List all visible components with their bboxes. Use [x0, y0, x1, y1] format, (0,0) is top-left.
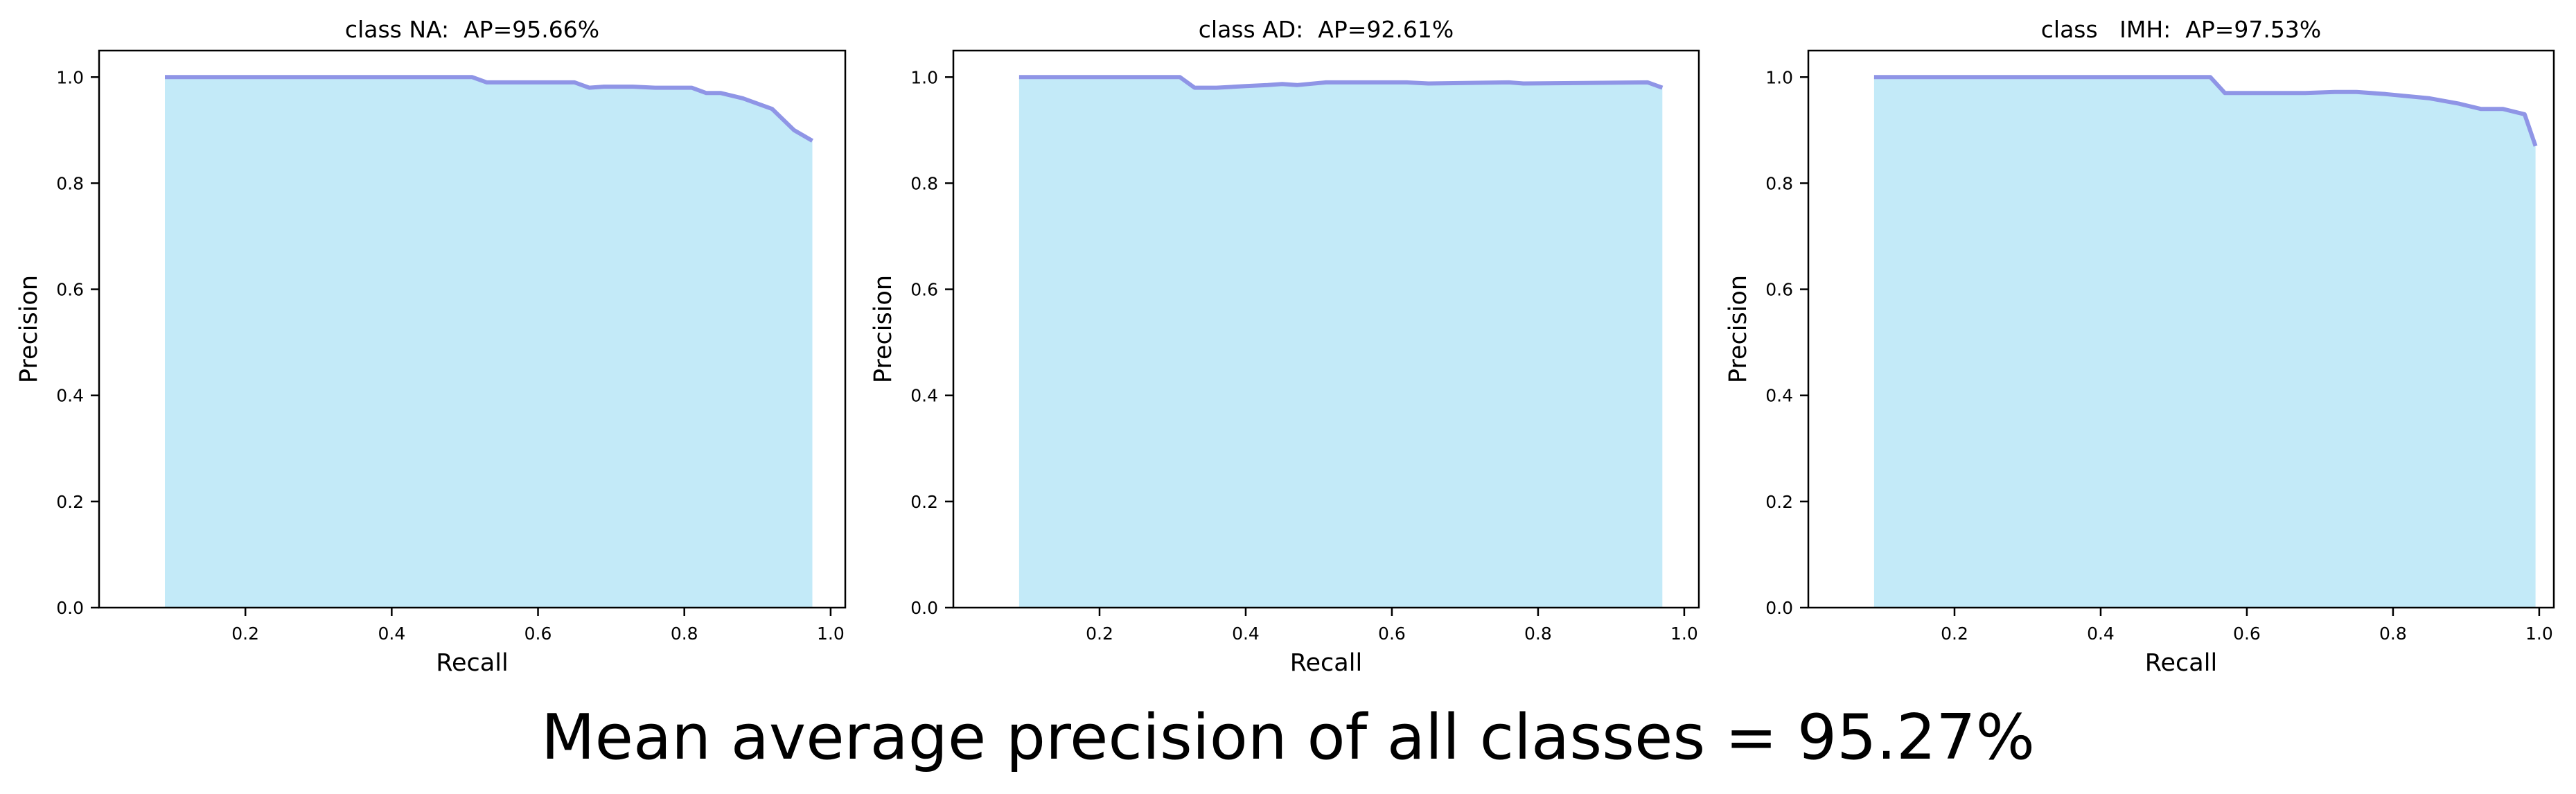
axes-frame-na [98, 49, 847, 609]
x-tick-label: 0.2 [231, 624, 259, 644]
x-tick-label: 0.2 [1086, 624, 1113, 644]
x-tick-label: 1.0 [1670, 624, 1698, 644]
y-axis-label-ad: Precision [870, 275, 897, 383]
x-tick-label: 0.8 [1524, 624, 1552, 644]
chart-panel-na: 0.2 0.4 0.6 0.8 1.0 0.0 0.2 0.4 0.6 0.8 1.0 class… [15, 16, 847, 677]
chart-panel-ad: 0.2 0.4 0.6 0.8 1.0 0.0 0.2 0.4 0.6 0.8 1.0 class… [870, 16, 1700, 677]
y-tick-label: 1.0 [56, 67, 84, 87]
x-tick-label: 0.8 [671, 624, 698, 644]
x-axis-label-imh: Recall [2145, 649, 2217, 677]
y-tick-label: 1.0 [910, 67, 938, 87]
y-tick-label: 0.6 [1765, 280, 1793, 300]
x-tick-label: 0.2 [1941, 624, 1968, 644]
y-tick-label: 0.4 [56, 386, 84, 406]
chart-title-na: class NA: AP=95.66% [345, 16, 599, 43]
x-tick-label: 0.4 [2087, 624, 2115, 644]
x-tick-label: 0.4 [1232, 624, 1260, 644]
y-tick-label: 0.8 [56, 173, 84, 193]
pr-curve-imh [1873, 75, 2538, 147]
y-axis-label-na: Precision [15, 275, 43, 383]
y-ticks-imh: 0.0 0.2 0.4 0.6 0.8 1.0 [1765, 67, 1808, 618]
y-tick-label: 0.2 [910, 492, 938, 512]
y-tick-label: 0.0 [1765, 598, 1793, 618]
x-tick-label: 0.8 [2379, 624, 2407, 644]
y-ticks-na: 0.0 0.2 0.4 0.6 0.8 1.0 [56, 67, 99, 618]
axes-frame-imh [1807, 49, 2555, 609]
pr-area-na [165, 77, 813, 608]
y-tick-label: 0.0 [56, 598, 84, 618]
y-tick-label: 0.8 [1765, 173, 1793, 193]
x-tick-label: 1.0 [817, 624, 845, 644]
y-tick-label: 0.0 [910, 598, 938, 618]
chart-title-ad: class AD: AP=92.61% [1199, 16, 1454, 43]
y-tick-label: 0.4 [1765, 386, 1793, 406]
y-tick-label: 1.0 [1765, 67, 1793, 87]
x-tick-label: 0.6 [2233, 624, 2261, 644]
y-tick-label: 0.2 [1765, 492, 1793, 512]
y-tick-label: 0.6 [56, 280, 84, 300]
y-axis-label-imh: Precision [1724, 275, 1752, 383]
mean-ap-caption: Mean average precision of all classes = … [540, 701, 2036, 774]
x-axis-label-ad: Recall [1290, 649, 1362, 677]
x-tick-label: 1.0 [2525, 624, 2553, 644]
pr-area-imh [1873, 77, 2536, 608]
x-tick-label: 0.6 [524, 624, 552, 644]
x-tick-label: 0.6 [1378, 624, 1406, 644]
x-ticks-imh: 0.2 0.4 0.6 0.8 1.0 [1941, 608, 2553, 644]
y-tick-label: 0.4 [910, 386, 938, 406]
x-ticks-ad: 0.2 0.4 0.6 0.8 1.0 [1086, 608, 1698, 644]
x-tick-label: 0.4 [378, 624, 405, 644]
pr-curve-na [165, 75, 814, 143]
y-ticks-ad: 0.0 0.2 0.4 0.6 0.8 1.0 [910, 67, 953, 618]
x-ticks-na: 0.2 0.4 0.6 0.8 1.0 [231, 608, 845, 644]
x-axis-label-na: Recall [436, 649, 508, 677]
pr-curve-ad [1018, 75, 1664, 90]
y-tick-label: 0.8 [910, 173, 938, 193]
y-tick-label: 0.2 [56, 492, 84, 512]
axes-frame-ad [952, 49, 1700, 609]
pr-area-ad [1018, 77, 1663, 608]
chart-title-imh: class IMH: AP=97.53% [2041, 16, 2321, 43]
chart-panel-imh: 0.2 0.4 0.6 0.8 1.0 0.0 0.2 0.4 0.6 0.8 1.0 class… [1724, 16, 2555, 677]
y-tick-label: 0.6 [910, 280, 938, 300]
